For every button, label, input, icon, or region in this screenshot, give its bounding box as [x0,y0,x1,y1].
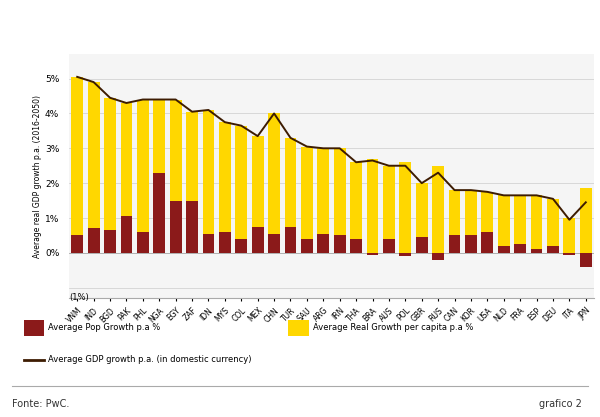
Bar [317,234,329,253]
Bar [498,195,509,246]
Bar [301,146,313,239]
Bar [465,236,477,253]
Bar [186,201,198,253]
Bar [186,112,198,201]
Text: grafico 2: grafico 2 [539,399,582,409]
Bar [563,253,575,255]
Bar [449,236,460,253]
Bar [432,166,444,253]
Bar [268,113,280,234]
Bar [170,201,182,253]
Bar [334,236,346,253]
Bar [203,110,214,234]
Bar [547,199,559,246]
Bar [498,246,509,253]
Bar [367,159,379,253]
Bar [268,234,280,253]
Text: (1%): (1%) [69,293,89,302]
Bar [301,239,313,253]
Bar [580,188,592,253]
Bar [71,77,83,236]
Bar [580,253,592,267]
Bar [235,126,247,239]
Bar [367,253,379,255]
Bar [400,162,411,253]
Bar [514,244,526,253]
Bar [252,136,263,227]
Bar [465,190,477,236]
Bar [137,232,149,253]
Bar [383,166,395,239]
Bar [284,227,296,253]
Bar [530,249,542,253]
Bar [235,239,247,253]
Bar [449,190,460,236]
Bar [104,230,116,253]
Text: Average Pop Growth p.a %: Average Pop Growth p.a % [48,323,160,332]
Text: Average Real Growth per capita p.a %: Average Real Growth per capita p.a % [313,323,473,332]
Bar [88,229,100,253]
Bar [219,122,231,232]
Bar [350,162,362,239]
Bar [416,183,428,237]
Bar [416,237,428,253]
Text: CRESCITA MEDIA REALE DEL PIL MONDIALE SU BASE ANNUA (2016/2050): CRESCITA MEDIA REALE DEL PIL MONDIALE SU… [96,17,504,27]
Bar [547,246,559,253]
Bar [350,239,362,253]
Bar [317,148,329,234]
Bar [481,232,493,253]
Bar [88,82,100,229]
Y-axis label: Average real GDP growth p.a. (2016-2050): Average real GDP growth p.a. (2016-2050) [33,95,42,258]
Bar [137,100,149,232]
Bar [23,320,44,336]
Bar [154,100,165,173]
Bar [170,100,182,201]
Text: Average GDP growth p.a. (in domestic currency): Average GDP growth p.a. (in domestic cur… [48,355,251,364]
Bar [121,216,133,253]
Bar [252,227,263,253]
Bar [121,103,133,216]
Bar [481,192,493,232]
Bar [219,232,231,253]
Bar [563,218,575,253]
Text: Fonte: PwC.: Fonte: PwC. [12,399,70,409]
Bar [71,236,83,253]
Bar [530,195,542,249]
Bar [334,148,346,236]
Bar [154,173,165,253]
Bar [432,253,444,260]
Bar [400,253,411,256]
Bar [383,239,395,253]
Bar [289,320,308,336]
Bar [514,195,526,244]
Bar [104,98,116,230]
Bar [284,138,296,227]
Bar [203,234,214,253]
